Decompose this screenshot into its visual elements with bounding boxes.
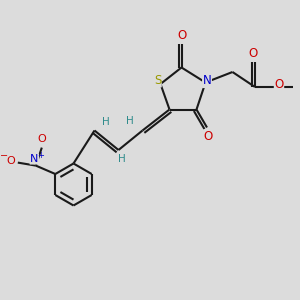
Text: H: H bbox=[118, 154, 126, 164]
Text: −: − bbox=[0, 151, 8, 161]
Text: N: N bbox=[30, 154, 38, 164]
Text: S: S bbox=[154, 74, 161, 87]
Text: O: O bbox=[249, 46, 258, 60]
Text: O: O bbox=[7, 156, 16, 166]
Text: H: H bbox=[102, 117, 110, 127]
Text: O: O bbox=[204, 130, 213, 143]
Text: O: O bbox=[177, 29, 186, 42]
Text: N: N bbox=[202, 74, 211, 88]
Text: +: + bbox=[37, 151, 44, 160]
Text: O: O bbox=[38, 134, 46, 144]
Text: H: H bbox=[126, 116, 134, 127]
Text: O: O bbox=[274, 77, 284, 91]
